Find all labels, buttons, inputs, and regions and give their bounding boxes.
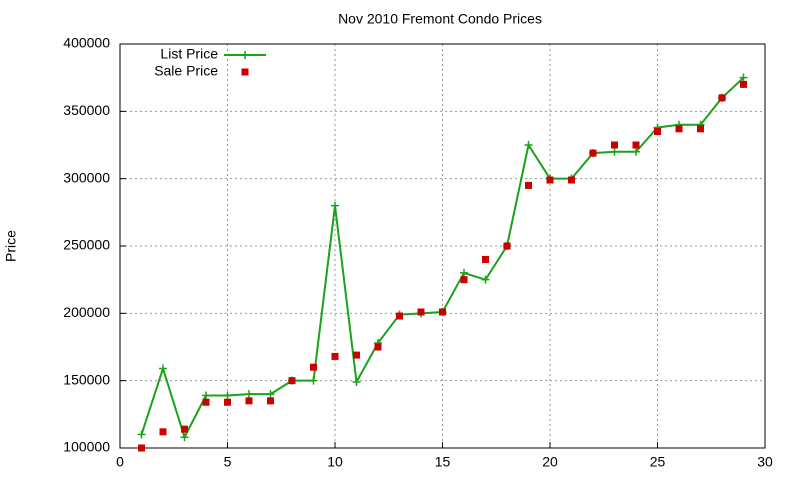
marker — [159, 428, 167, 436]
x-tick-label: 10 — [327, 454, 343, 470]
y-tick-label: 400000 — [63, 35, 110, 51]
marker — [288, 377, 296, 385]
marker — [654, 128, 661, 136]
x-tick-label: 15 — [435, 454, 451, 470]
marker — [353, 351, 360, 359]
marker — [417, 308, 425, 316]
marker — [267, 397, 274, 405]
marker — [482, 255, 489, 263]
marker — [524, 141, 533, 149]
marker — [632, 147, 640, 156]
marker — [309, 376, 318, 385]
marker — [202, 391, 210, 400]
x-tick-label: 0 — [116, 454, 124, 470]
series-line — [140, 76, 745, 440]
marker — [611, 141, 618, 149]
legend-label: Sale Price — [154, 63, 218, 79]
marker — [589, 149, 597, 157]
marker — [331, 201, 339, 210]
marker — [546, 176, 554, 184]
marker — [697, 125, 704, 133]
marker — [503, 242, 511, 250]
marker — [137, 430, 146, 439]
marker — [374, 343, 382, 351]
y-tick-label: 300000 — [63, 169, 110, 185]
x-tick-label: 5 — [224, 454, 232, 470]
marker — [223, 391, 232, 400]
marker — [181, 425, 188, 433]
x-tick-label: 25 — [650, 454, 666, 470]
legend-swatch — [241, 68, 249, 76]
marker — [396, 312, 403, 320]
marker — [202, 398, 210, 406]
marker — [159, 364, 167, 373]
marker — [331, 352, 339, 360]
marker — [310, 363, 317, 371]
legend-label: List Price — [160, 46, 218, 62]
y-tick-label: 150000 — [63, 371, 110, 387]
marker — [460, 268, 468, 277]
marker — [439, 308, 446, 316]
x-tick-label: 30 — [757, 454, 773, 470]
marker — [180, 433, 189, 442]
y-tick-label: 100000 — [63, 439, 110, 455]
marker — [675, 125, 683, 133]
marker — [739, 73, 748, 82]
marker — [610, 147, 619, 156]
y-tick-label: 200000 — [63, 304, 110, 320]
chart-title: Nov 2010 Fremont Condo Prices — [338, 11, 542, 27]
marker — [568, 176, 575, 184]
marker — [740, 80, 747, 88]
marker — [525, 181, 532, 189]
marker — [138, 444, 145, 452]
marker — [481, 275, 490, 284]
marker — [245, 390, 253, 399]
y-axis-label: Price — [3, 230, 19, 262]
marker — [460, 276, 468, 284]
marker — [718, 94, 726, 102]
x-tick-label: 20 — [542, 454, 558, 470]
y-tick-label: 350000 — [63, 102, 110, 118]
marker — [352, 378, 361, 387]
marker — [632, 141, 640, 149]
y-tick-label: 250000 — [63, 237, 110, 253]
legend-swatch — [241, 51, 249, 59]
marker — [245, 397, 253, 405]
plot-border — [119, 43, 766, 449]
marker — [224, 398, 231, 406]
marker — [266, 390, 275, 399]
